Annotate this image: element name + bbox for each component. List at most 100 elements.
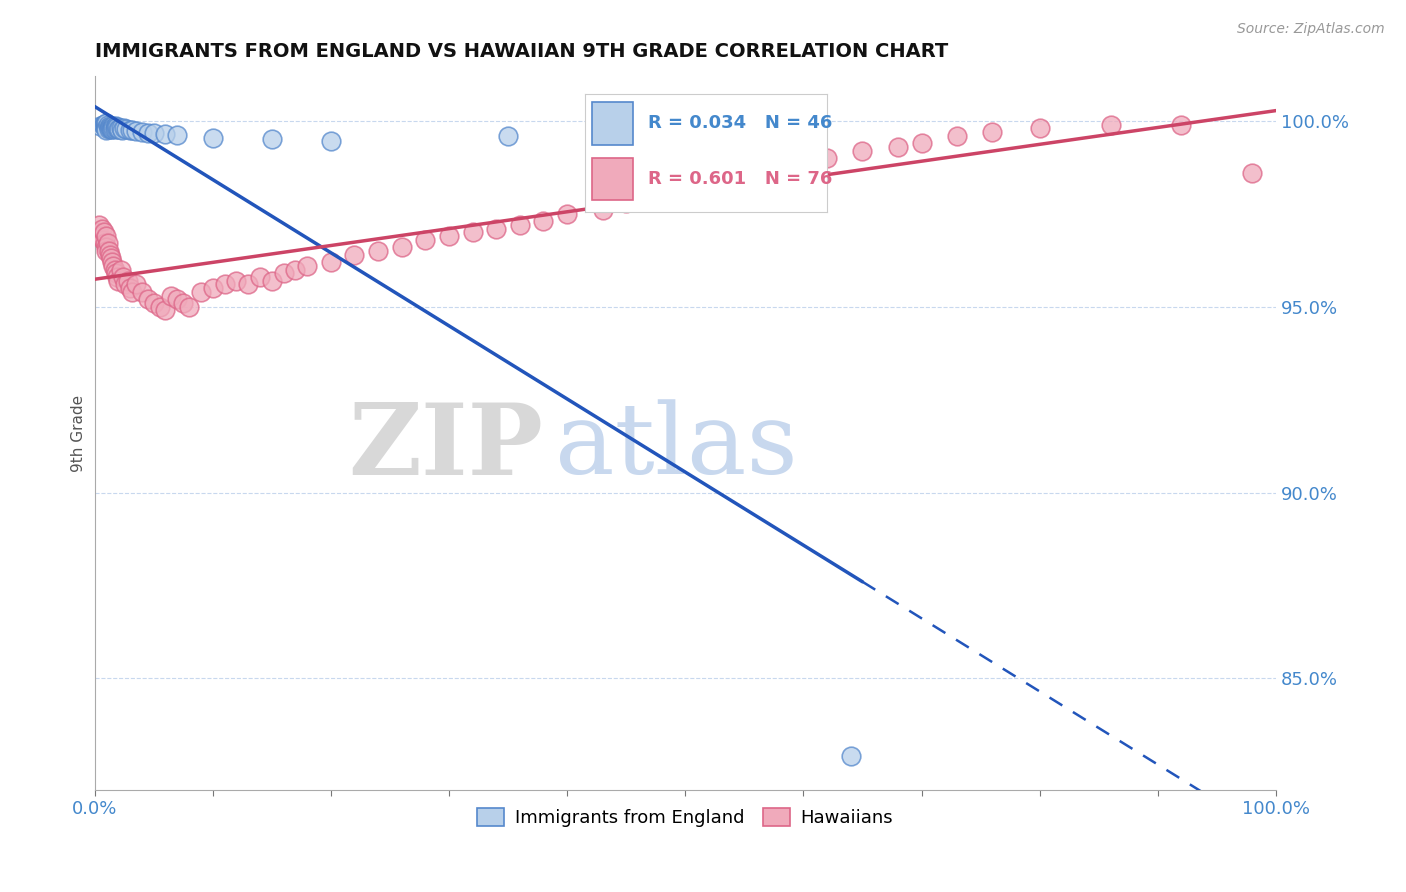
Point [93, 225, 115, 239]
Point [319, 134, 342, 148]
Point [391, 240, 413, 254]
Point [94, 117, 117, 131]
Point [177, 300, 200, 314]
Point [592, 202, 614, 217]
Point [98, 119, 121, 133]
Point [946, 128, 969, 143]
Text: atlas: atlas [555, 400, 799, 495]
Point [981, 125, 1004, 139]
Point [415, 233, 437, 247]
Text: ZIP: ZIP [349, 399, 544, 496]
Point [710, 173, 733, 187]
Point [131, 125, 153, 139]
Point [260, 132, 283, 146]
Point [756, 162, 779, 177]
Point [1170, 118, 1192, 132]
Point [638, 192, 661, 206]
Point [96, 118, 118, 132]
Point [496, 128, 519, 143]
Point [91, 118, 114, 132]
Point [155, 127, 177, 141]
Point [104, 122, 127, 136]
Point [101, 120, 124, 135]
Point [1028, 121, 1050, 136]
Point [1099, 118, 1122, 132]
Point [815, 151, 838, 165]
Text: Source: ZipAtlas.com: Source: ZipAtlas.com [1237, 22, 1385, 37]
Point [89, 218, 111, 232]
Point [851, 144, 873, 158]
Point [94, 236, 117, 251]
Point [104, 262, 127, 277]
Point [614, 195, 637, 210]
Point [166, 292, 188, 306]
Point [115, 122, 138, 136]
Point [1241, 166, 1264, 180]
Point [284, 262, 307, 277]
Point [96, 244, 118, 258]
Point [101, 122, 124, 136]
Point [104, 266, 127, 280]
Point [166, 128, 188, 142]
Point [160, 288, 183, 302]
Point [131, 285, 153, 299]
Point [839, 749, 862, 764]
Point [105, 269, 128, 284]
Point [485, 221, 508, 235]
Point [214, 277, 236, 292]
Point [686, 180, 709, 194]
Point [110, 262, 132, 277]
Point [136, 126, 159, 140]
Point [100, 252, 122, 266]
Point [105, 120, 128, 134]
Point [155, 303, 177, 318]
Point [90, 221, 112, 235]
Point [225, 274, 247, 288]
Point [103, 259, 125, 273]
Point [87, 225, 110, 239]
Legend: Immigrants from England, Hawaiians: Immigrants from England, Hawaiians [470, 801, 900, 834]
Point [103, 121, 125, 136]
Point [190, 285, 212, 299]
Point [136, 292, 159, 306]
Point [111, 269, 134, 284]
Point [260, 274, 283, 288]
Point [121, 123, 143, 137]
Point [201, 281, 224, 295]
Point [107, 274, 129, 288]
Point [98, 120, 121, 135]
Point [100, 121, 122, 136]
Point [118, 281, 141, 295]
Point [555, 207, 578, 221]
Point [118, 122, 141, 136]
Point [96, 116, 118, 130]
Point [780, 158, 803, 172]
Point [89, 120, 111, 134]
Point [142, 127, 165, 141]
Point [104, 120, 127, 135]
Point [236, 277, 259, 292]
Point [733, 166, 755, 180]
Point [96, 120, 118, 134]
Point [148, 300, 170, 314]
Point [97, 244, 120, 258]
Point [98, 247, 121, 261]
Point [104, 119, 127, 133]
Point [104, 120, 127, 135]
Point [96, 229, 118, 244]
Point [97, 236, 120, 251]
Point [297, 259, 319, 273]
Point [910, 136, 932, 150]
Point [201, 130, 224, 145]
Point [662, 188, 685, 202]
Point [97, 122, 120, 136]
Point [343, 247, 366, 261]
Point [273, 266, 295, 280]
Point [437, 229, 460, 244]
Point [887, 140, 910, 154]
Point [91, 233, 114, 247]
Point [96, 123, 118, 137]
Point [117, 274, 139, 288]
Point [96, 121, 118, 136]
Point [111, 123, 134, 137]
